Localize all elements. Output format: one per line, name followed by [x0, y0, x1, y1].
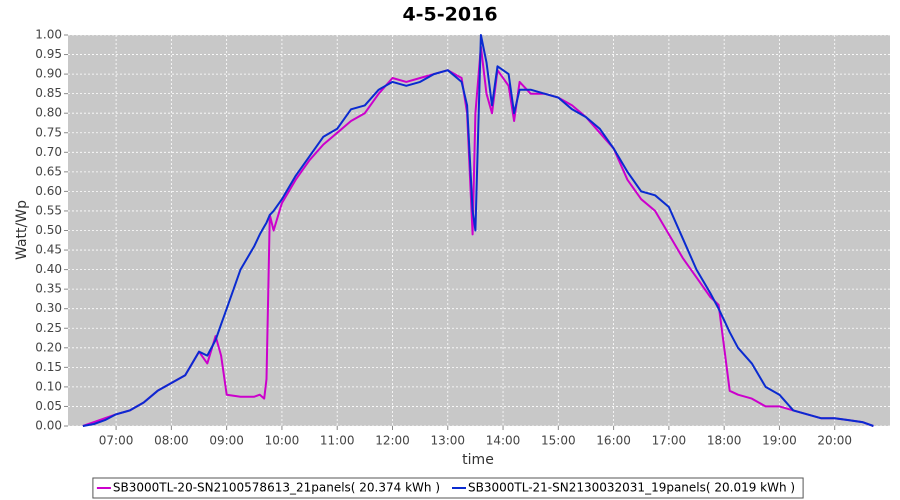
x-tick-label: 07:00 — [99, 434, 134, 448]
y-tick-label: 0.70 — [35, 145, 62, 159]
x-tick-label: 15:00 — [541, 434, 576, 448]
y-tick-label: 0.75 — [35, 125, 62, 139]
series-line — [82, 34, 874, 427]
y-tick-label: 0.35 — [35, 282, 62, 296]
series-line — [82, 45, 874, 427]
y-tick-label: 0.90 — [35, 67, 62, 81]
x-tick-label: 11:00 — [320, 434, 355, 448]
x-tick-label: 16:00 — [596, 434, 631, 448]
y-tick-label: 0.45 — [35, 243, 62, 257]
y-tick-label: 0.20 — [35, 340, 62, 354]
x-tick-label: 17:00 — [652, 434, 687, 448]
x-axis-label: time — [462, 452, 494, 468]
y-tick-label: 0.95 — [35, 47, 62, 61]
legend-box — [92, 477, 804, 499]
y-tick-label: 0.25 — [35, 321, 62, 335]
x-tick-label: 09:00 — [209, 434, 244, 448]
x-tick-label: 19:00 — [762, 434, 797, 448]
y-tick-label: 0.15 — [35, 360, 62, 374]
legend-label: SB3000TL-21-SN2130032031_19panels( 20.01… — [468, 481, 795, 495]
legend-label: SB3000TL-20-SN2100578613_21panels( 20.37… — [113, 481, 440, 495]
y-tick-label: 0.10 — [35, 379, 62, 393]
y-tick-label: 0.85 — [35, 86, 62, 100]
y-tick-label: 0.40 — [35, 262, 62, 276]
y-tick-label: 0.05 — [35, 399, 62, 413]
y-tick-label: 0.60 — [35, 184, 62, 198]
x-tick-label: 08:00 — [154, 434, 189, 448]
x-tick-label: 20:00 — [817, 434, 852, 448]
y-tick-label: 0.30 — [35, 301, 62, 315]
x-tick-label: 18:00 — [707, 434, 742, 448]
y-tick-label: 0.55 — [35, 203, 62, 217]
y-axis-label: Watt/Wp — [14, 200, 30, 260]
x-tick-label: 12:00 — [375, 434, 410, 448]
x-tick-label: 13:00 — [430, 434, 465, 448]
x-tick-label: 10:00 — [265, 434, 300, 448]
y-tick-label: 0.65 — [35, 164, 62, 178]
y-tick-label: 0.00 — [35, 419, 62, 433]
y-tick-label: 0.50 — [35, 223, 62, 237]
x-tick-label: 14:00 — [486, 434, 521, 448]
y-tick-label: 0.80 — [35, 106, 62, 120]
y-tick-label: 1.00 — [35, 28, 62, 42]
chart-title: 4-5-2016 — [402, 4, 497, 26]
